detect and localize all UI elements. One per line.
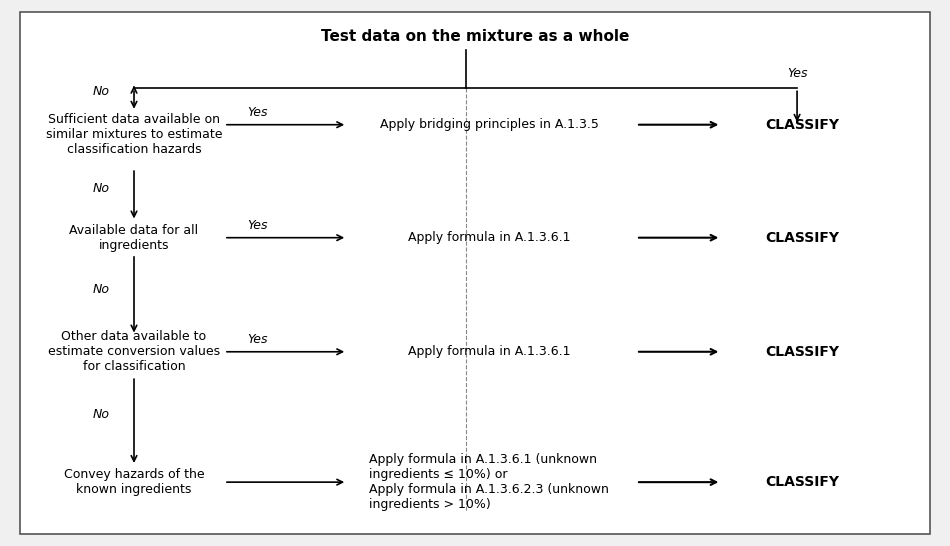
Text: No: No	[92, 85, 109, 98]
Text: No: No	[92, 182, 109, 195]
Text: Yes: Yes	[247, 334, 267, 346]
Text: Apply formula in A.1.3.6.1: Apply formula in A.1.3.6.1	[408, 345, 570, 358]
Text: CLASSIFY: CLASSIFY	[765, 345, 839, 359]
Text: Convey hazards of the
known ingredients: Convey hazards of the known ingredients	[64, 468, 204, 496]
Text: Sufficient data available on
similar mixtures to estimate
classification hazards: Sufficient data available on similar mix…	[46, 113, 222, 156]
Text: No: No	[92, 283, 109, 296]
Text: No: No	[92, 408, 109, 421]
Text: CLASSIFY: CLASSIFY	[765, 118, 839, 132]
Text: Yes: Yes	[787, 67, 807, 80]
Text: Yes: Yes	[247, 219, 267, 232]
Text: Available data for all
ingredients: Available data for all ingredients	[69, 224, 199, 252]
Text: Test data on the mixture as a whole: Test data on the mixture as a whole	[321, 29, 629, 44]
Text: Apply formula in A.1.3.6.1 (unknown
ingredients ≤ 10%) or
Apply formula in A.1.3: Apply formula in A.1.3.6.1 (unknown ingr…	[370, 453, 609, 511]
Text: Apply bridging principles in A.1.3.5: Apply bridging principles in A.1.3.5	[380, 118, 598, 131]
Text: CLASSIFY: CLASSIFY	[765, 475, 839, 489]
Text: Yes: Yes	[247, 106, 267, 119]
FancyBboxPatch shape	[20, 12, 930, 534]
Text: Apply formula in A.1.3.6.1: Apply formula in A.1.3.6.1	[408, 231, 570, 244]
Text: Other data available to
estimate conversion values
for classification: Other data available to estimate convers…	[48, 330, 220, 373]
Text: CLASSIFY: CLASSIFY	[765, 231, 839, 245]
